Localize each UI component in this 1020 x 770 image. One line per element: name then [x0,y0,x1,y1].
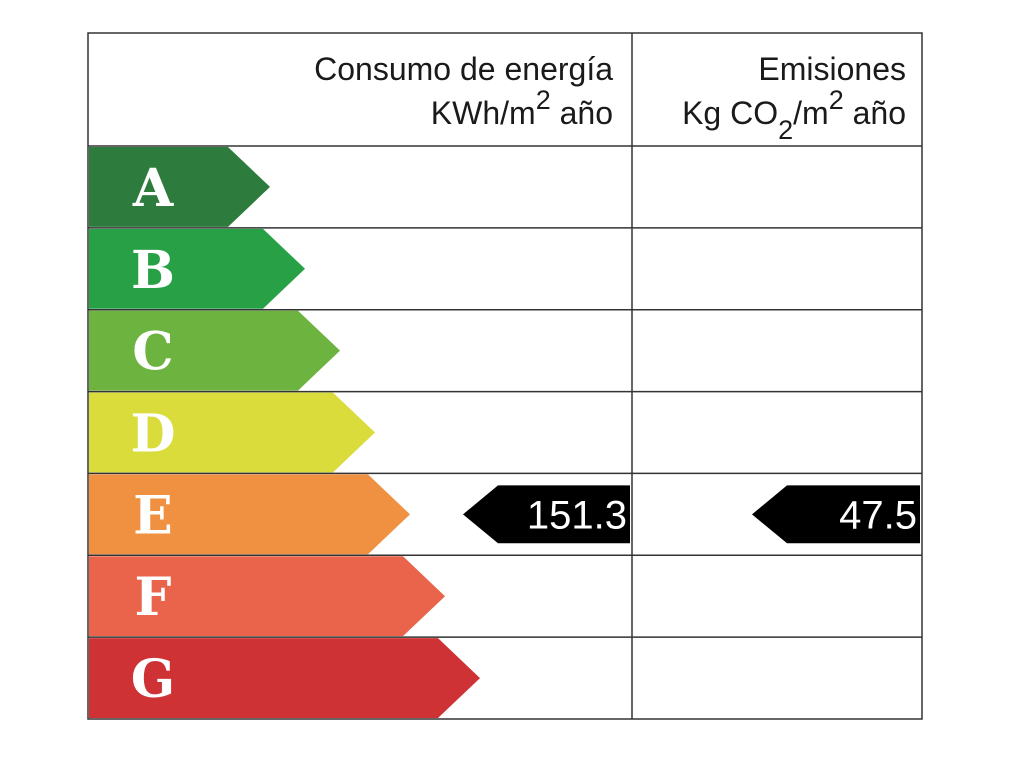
emisiones-title-text: Emisiones [758,51,906,87]
grade-arrow [89,147,270,227]
consumo-unit: KWh/m2 año [431,85,613,131]
grade-letter: D [130,404,175,465]
grade-arrow [89,638,480,718]
grade-arrow [89,228,305,309]
unit-superscript: 2 [829,85,844,115]
emisiones-title: Emisiones [758,51,906,87]
grade-arrow [89,310,340,391]
grade-arrow [89,392,375,473]
value-label: 47.5 [839,493,917,537]
grade-letter: F [135,567,172,628]
unit-text: KWh/m [431,95,536,131]
grade-letter: A [132,158,174,219]
grade-letter: G [131,649,175,710]
value-marker [752,485,920,544]
grade-arrow [89,556,445,637]
unit-text: /m [793,95,829,131]
value-label: 151.3 [527,493,627,537]
consumo-title-text: Consumo de energía [314,51,613,87]
table-border [87,32,923,720]
unit-subscript: 2 [778,115,793,145]
grade-letter: C [132,322,173,383]
grade-arrow [89,474,410,555]
unit-text: Kg CO [682,95,778,131]
emisiones-unit: Kg CO2/m2 año [682,85,906,145]
grade-letter: B [131,240,175,301]
consumo-title: Consumo de energía [314,51,613,87]
unit-text: año [844,95,906,131]
grade-letter: E [133,485,173,546]
value-marker [463,485,630,544]
unit-text: año [551,95,613,131]
unit-superscript: 2 [536,85,551,115]
